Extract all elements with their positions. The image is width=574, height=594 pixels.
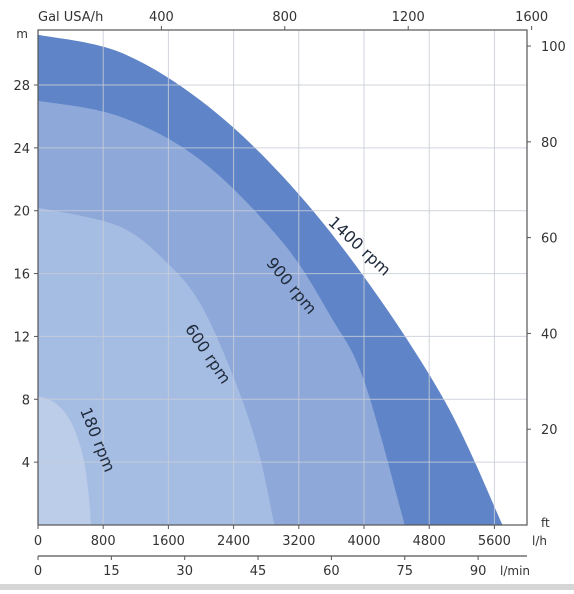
x-secondary-tick-label: 15 — [103, 564, 120, 579]
y-left-tick-label: 20 — [13, 205, 30, 220]
y-right-tick-label: 100 — [541, 40, 566, 55]
x-primary-tick-label: 3200 — [282, 534, 315, 549]
y-right-tick-label: 60 — [541, 232, 558, 247]
y-left-unit-label: m — [16, 27, 28, 41]
x-secondary-unit-label: l/min — [500, 564, 530, 578]
y-left-tick-label: 28 — [13, 79, 30, 94]
x-primary-tick-label: 0 — [34, 534, 42, 549]
y-left-tick-label: 8 — [22, 393, 30, 408]
x-secondary-tick-label: 75 — [396, 564, 413, 579]
x-top-tick-label: 1600 — [515, 10, 548, 25]
x-primary-tick-label: 1600 — [152, 534, 185, 549]
x-secondary-tick-label: 30 — [176, 564, 193, 579]
x-top-tick-label: 400 — [149, 10, 174, 25]
y-right-tick-label: 80 — [541, 136, 558, 151]
x-primary-tick-label: 2400 — [217, 534, 250, 549]
x-primary-tick-label: 5600 — [478, 534, 511, 549]
area-600-rpm — [38, 207, 275, 526]
x-secondary-tick-label: 60 — [323, 564, 340, 579]
y-right-unit-label: ft — [541, 516, 550, 530]
y-right-tick-label: 40 — [541, 327, 558, 342]
y-left-tick-label: 16 — [13, 268, 30, 283]
x-primary-tick-label: 4000 — [347, 534, 380, 549]
y-left-tick-label: 24 — [13, 142, 30, 157]
x-top-tick-label: 800 — [272, 10, 297, 25]
y-right-tick-label: 20 — [541, 423, 558, 438]
x-primary-tick-label: 800 — [91, 534, 116, 549]
x-top-tick-label: 1200 — [392, 10, 425, 25]
y-left-tick-label: 4 — [22, 456, 30, 471]
bottom-divider — [0, 584, 574, 590]
x-primary-unit-label: l/h — [532, 534, 547, 548]
area-180-rpm — [38, 396, 91, 525]
x-secondary-tick-label: 0 — [34, 564, 42, 579]
x-top-unit-label: Gal USA/h — [38, 10, 103, 25]
plot-border — [37, 29, 528, 526]
x-secondary-tick-label: 45 — [250, 564, 267, 579]
y-left-tick-label: 12 — [13, 330, 30, 345]
x-primary-tick-label: 4800 — [413, 534, 446, 549]
x-secondary-tick-label: 90 — [470, 564, 487, 579]
